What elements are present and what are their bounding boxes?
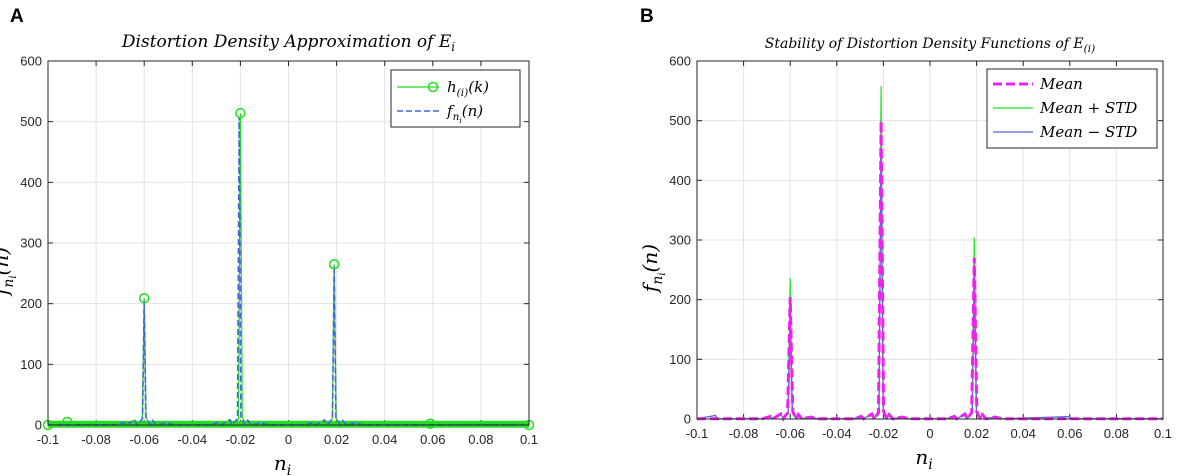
y-tick-label: 400 (669, 173, 691, 188)
legend-label-mean: Mean (1039, 75, 1083, 93)
x-tick-label: 0.02 (964, 426, 989, 441)
x-tick-label: 0 (926, 426, 933, 441)
legend: Mean Mean + STD Mean − STD (986, 68, 1158, 149)
legend-label-fn: fni(n) (446, 102, 483, 125)
x-tick-label: 0.08 (1104, 426, 1129, 441)
axes-box (696, 60, 1164, 420)
y-axis-label: fni(n) (0, 247, 19, 297)
y-axis-label: fni(n) (638, 244, 668, 294)
x-axis-label: ni (274, 451, 291, 476)
legend-box (390, 69, 521, 128)
series-line-fn (47, 116, 530, 427)
x-tick-label: -0.06 (775, 426, 805, 441)
x-tick-label: -0.02 (226, 432, 256, 447)
panel-b: B -0.1 -0.08 -0.06 -0.04 -0.02 0 0.02 0.04 0.06 0.… (638, 6, 1172, 473)
legend: h(i)(k) fni(n) (390, 69, 521, 128)
x-tick-label: 0.1 (1154, 426, 1172, 441)
x-tick-label: -0.1 (686, 426, 708, 441)
y-tick-label: 600 (669, 54, 691, 69)
y-tick-label: 100 (20, 357, 42, 372)
legend-label-plus: Mean + STD (1039, 99, 1137, 117)
panel-letter: B (640, 6, 654, 27)
marker-hk-peak (138, 292, 150, 304)
x-tick-label: -0.04 (822, 426, 852, 441)
marker-hk-peak (61, 416, 73, 428)
panel-letter: A (10, 6, 24, 27)
x-tick-label: 0.08 (468, 432, 493, 447)
series-line-mean (696, 120, 1164, 423)
x-tick-label: -0.02 (869, 426, 899, 441)
x-tick-label: 0.06 (420, 432, 445, 447)
x-tick-label: -0.06 (129, 432, 159, 447)
series-group (42, 107, 535, 431)
y-tick-label: 300 (669, 233, 691, 248)
x-tick-label: 0.04 (1011, 426, 1036, 441)
y-tick-label: 500 (20, 114, 42, 129)
series-group (696, 86, 1164, 423)
y-tick-label: 0 (35, 418, 42, 433)
x-tick-label: 0.1 (520, 432, 538, 447)
y-tick-label: 200 (669, 292, 691, 307)
x-tick-label: 0.02 (324, 432, 349, 447)
y-tick-label: 400 (20, 175, 42, 190)
chart-title: Distortion Density Approximation of Ei (121, 32, 455, 54)
x-tick-label: -0.08 (729, 426, 759, 441)
x-tick-label: -0.04 (177, 432, 207, 447)
legend-label-minus: Mean − STD (1039, 123, 1137, 141)
axes-box (47, 60, 530, 426)
panel-a: A -0.1 -0.08 -0.06 -0.04 -0.02 0 0.02 0.04 0.06 0.… (0, 6, 538, 476)
marker-hk-peak (235, 107, 246, 119)
x-tick-label: 0.06 (1057, 426, 1082, 441)
y-tick-label: 600 (20, 54, 42, 69)
x-tick-label: -0.1 (37, 432, 59, 447)
y-tick-label: 300 (20, 236, 42, 251)
y-tick-label: 500 (669, 113, 691, 128)
x-tick-label: 0 (285, 432, 292, 447)
x-tick-label: 0.04 (372, 432, 397, 447)
y-tick-label: 100 (669, 352, 691, 367)
x-axis-label: ni (915, 445, 932, 473)
legend-label-hk: h(i)(k) (447, 78, 489, 99)
marker-hk-peak (425, 418, 436, 430)
y-tick-label: 200 (20, 296, 42, 311)
chart-title: Stability of Distortion Density Function… (765, 36, 1095, 55)
y-tick-label: 0 (684, 412, 691, 427)
x-tick-label: -0.08 (81, 432, 111, 447)
marker-hk-peak (328, 258, 340, 270)
legend-marker-hk (427, 81, 439, 93)
